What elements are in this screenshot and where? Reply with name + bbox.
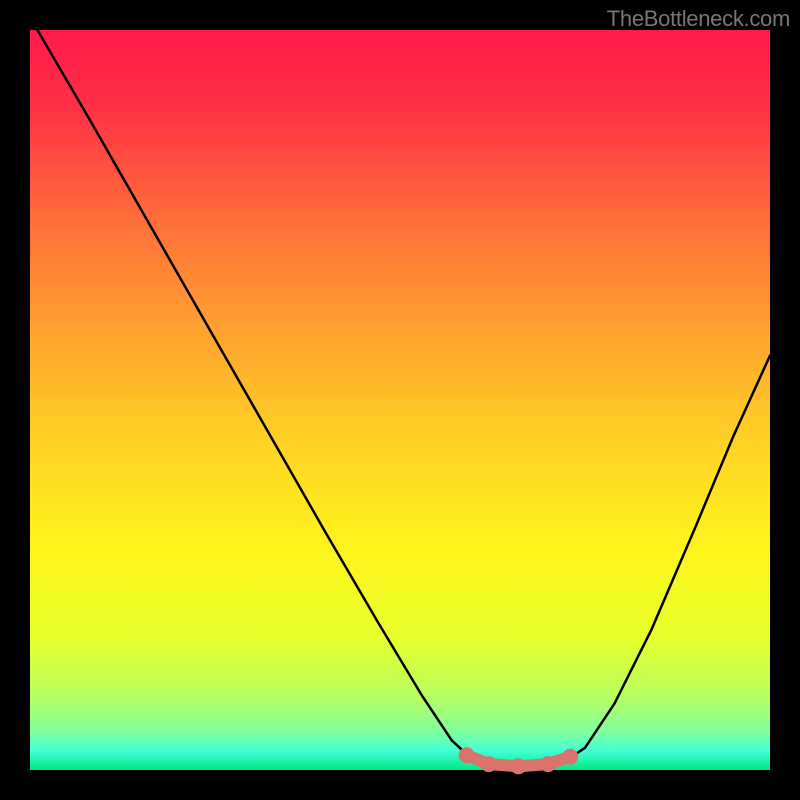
watermark-text: TheBottleneck.com bbox=[607, 6, 790, 32]
chart-container: TheBottleneck.com bbox=[0, 0, 800, 800]
bottleneck-curve-svg bbox=[0, 0, 800, 800]
